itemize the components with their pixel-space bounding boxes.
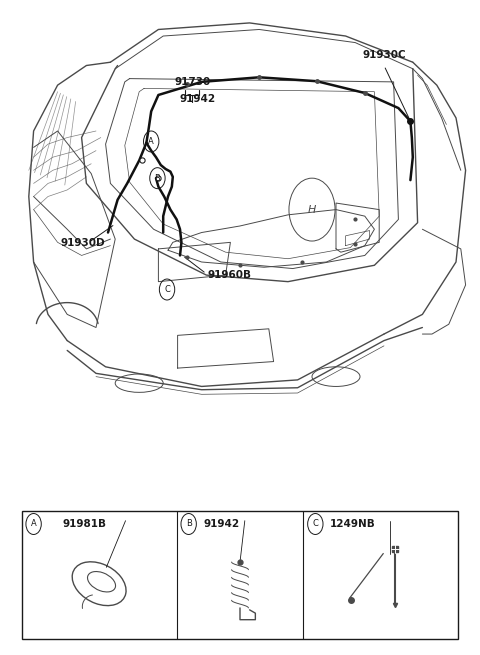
Text: 91930C: 91930C [362, 50, 406, 60]
Text: 91930D: 91930D [61, 238, 106, 248]
Text: 1249NB: 1249NB [330, 519, 375, 529]
Text: C: C [312, 519, 318, 529]
Text: C: C [164, 285, 170, 294]
Text: 91981B: 91981B [62, 519, 107, 529]
Text: A: A [148, 137, 154, 146]
Text: 91942: 91942 [203, 519, 239, 529]
Text: 91942: 91942 [180, 94, 216, 103]
Text: A: A [31, 519, 36, 529]
Text: 91730: 91730 [174, 77, 211, 87]
Text: 91960B: 91960B [207, 271, 252, 280]
Text: H: H [308, 204, 316, 215]
Text: B: B [155, 174, 160, 183]
Text: B: B [186, 519, 192, 529]
Bar [22, 511, 458, 639]
